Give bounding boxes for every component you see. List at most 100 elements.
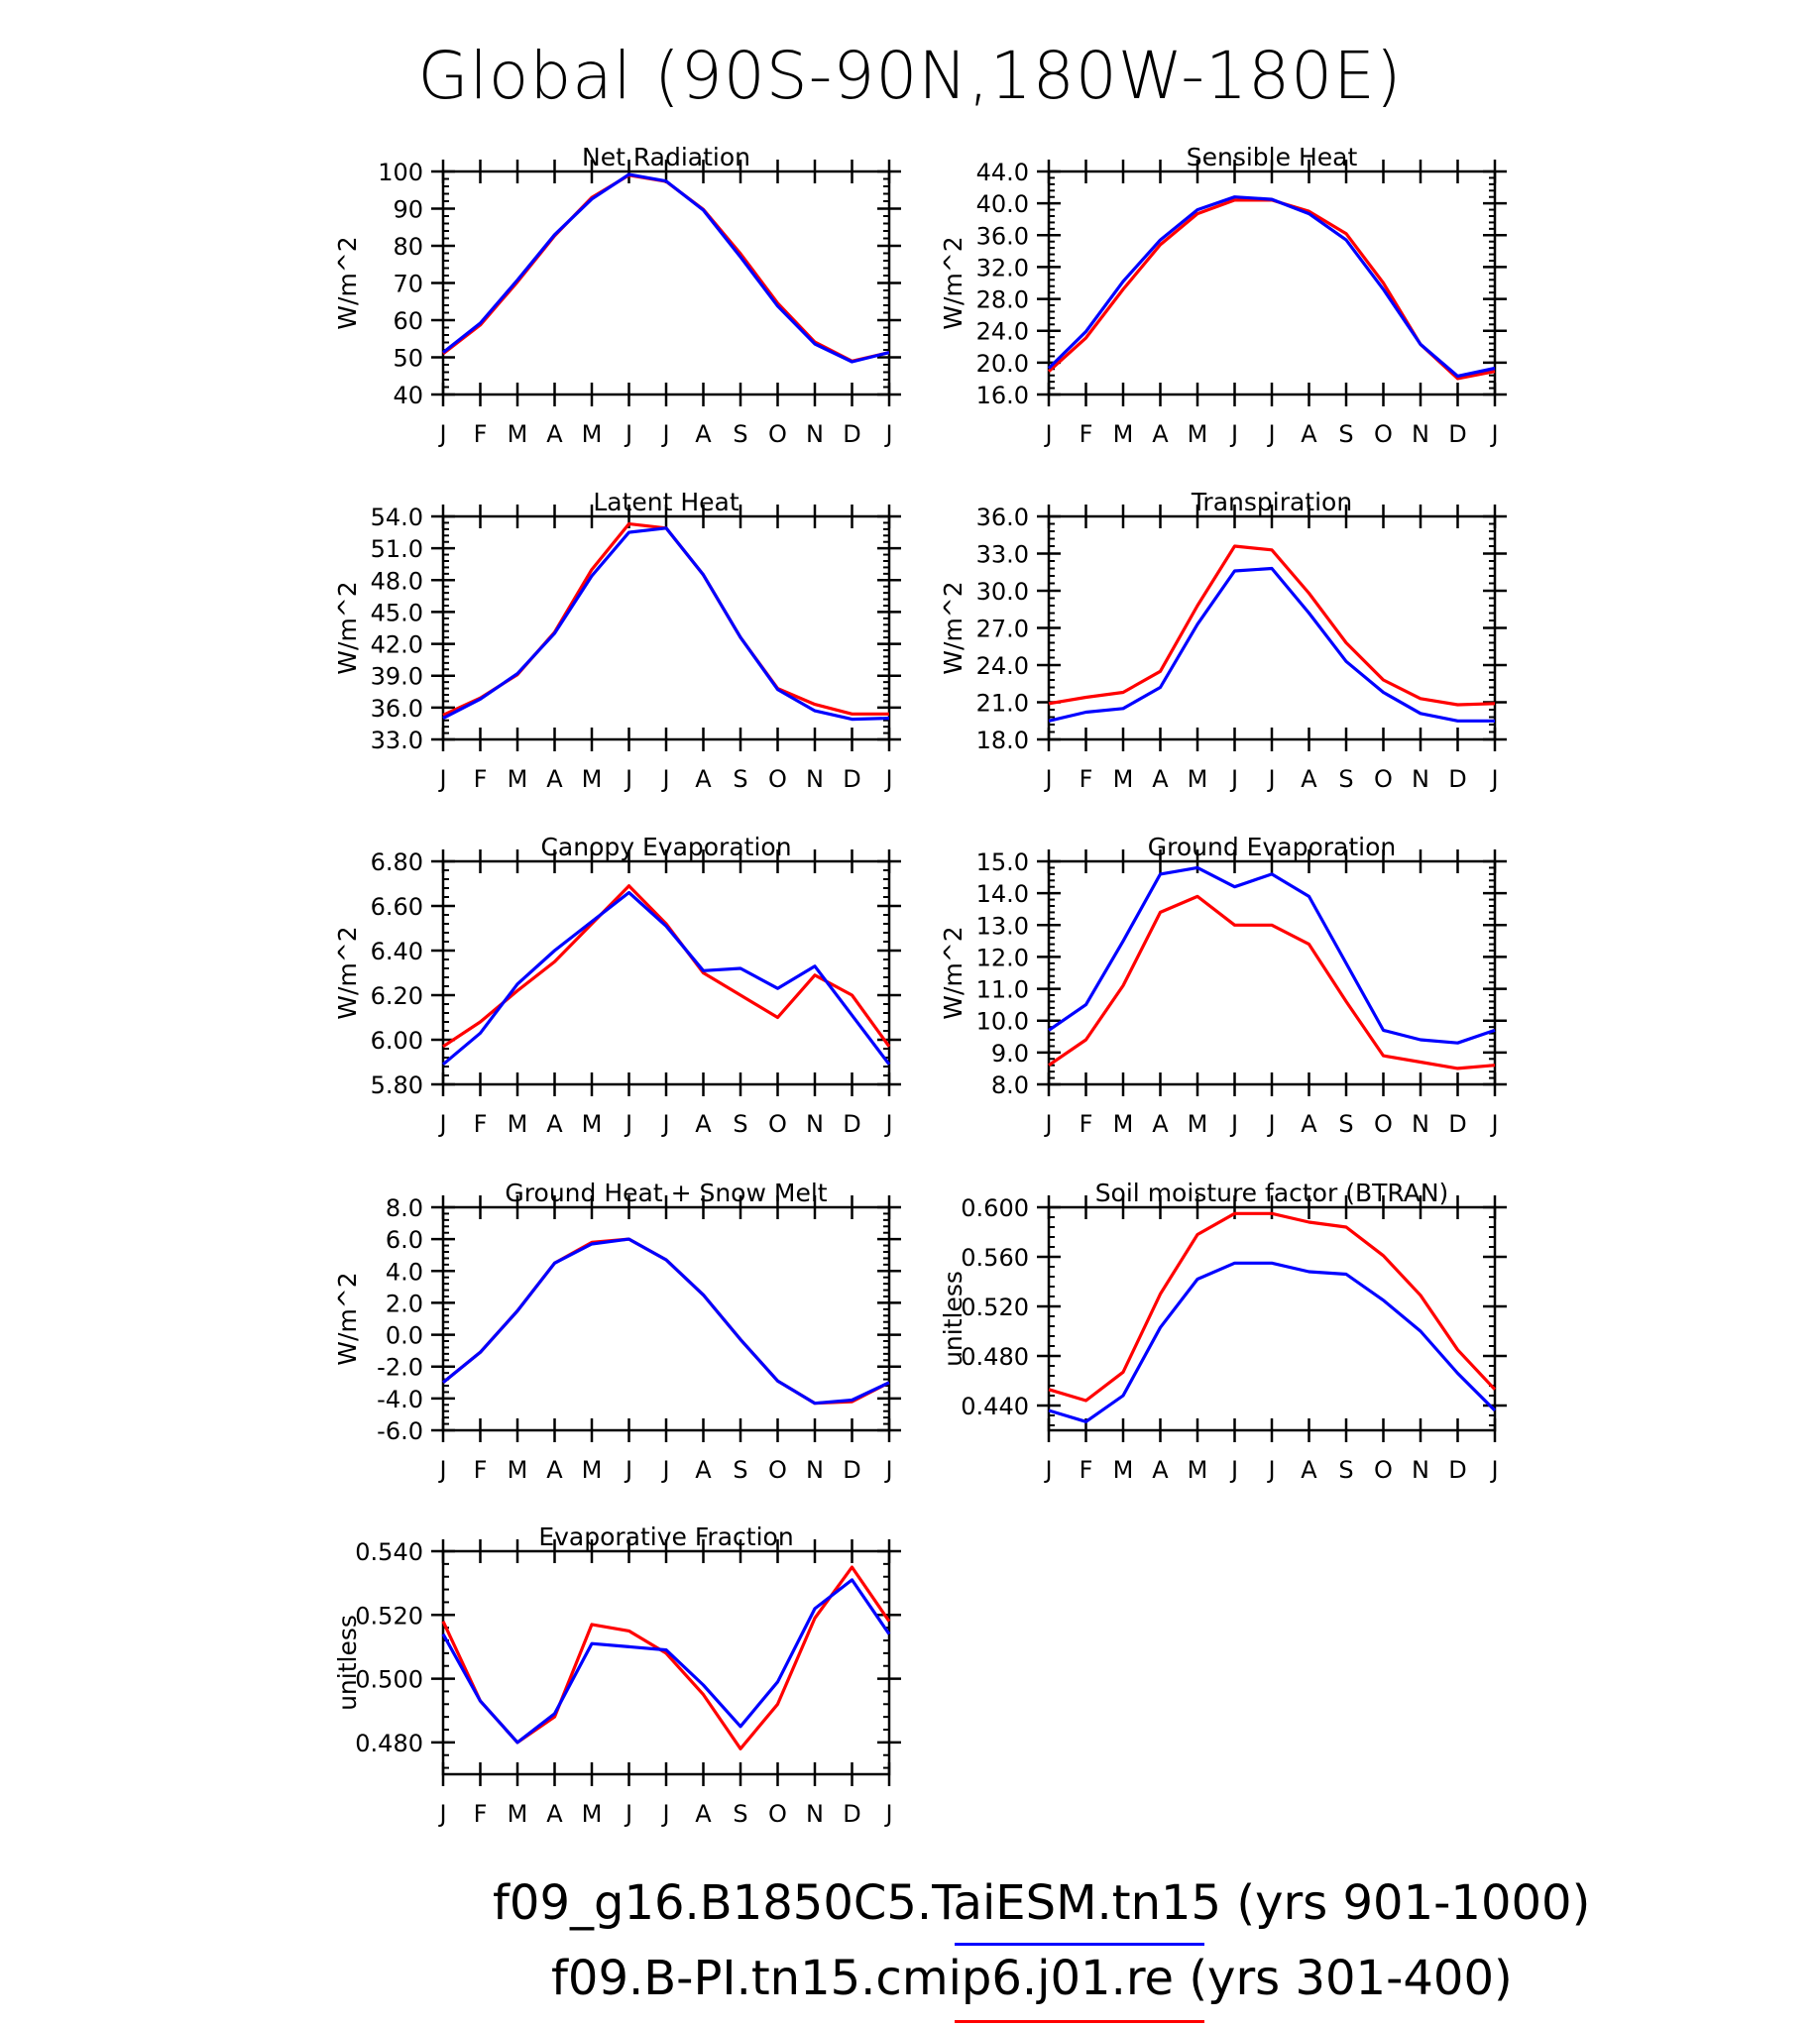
x-tick-label: J — [1266, 1110, 1275, 1138]
y-tick-label: -6.0 — [377, 1417, 423, 1445]
x-tick-label: J — [624, 765, 632, 793]
x-tick-label: M — [582, 1456, 603, 1484]
x-tick-label: J — [660, 1110, 669, 1138]
y-axis-label: W/m^2 — [939, 236, 967, 329]
x-tick-label: F — [1080, 1110, 1093, 1138]
x-tick-label: J — [1043, 420, 1052, 448]
series-line-red — [441, 1565, 891, 1750]
y-tick-label: 51.0 — [371, 535, 423, 563]
x-tick-label: J — [883, 1800, 892, 1828]
y-tick-label: 40.0 — [976, 190, 1029, 218]
panel-title: Sensible Heat — [1187, 143, 1358, 171]
legend-label-1: f09_g16.B1850C5.TaiESM.tn15 (yrs 901-100… — [493, 1875, 1591, 1931]
panel-title: Latent Heat — [593, 488, 739, 516]
y-tick-label: 33.0 — [976, 541, 1029, 569]
x-tick-label: A — [546, 1456, 563, 1484]
x-tick-label: J — [624, 1456, 632, 1484]
x-tick-label: M — [1113, 1110, 1134, 1138]
x-tick-label: J — [437, 1110, 446, 1138]
x-tick-label: N — [806, 420, 824, 448]
x-tick-label: O — [768, 765, 787, 793]
x-tick-label: J — [624, 1110, 632, 1138]
y-axis-label: W/m^2 — [333, 236, 362, 329]
x-tick-label: F — [474, 1456, 488, 1484]
x-tick-label: A — [1152, 1110, 1169, 1138]
x-tick-label: D — [1448, 765, 1466, 793]
x-tick-label: J — [883, 1456, 892, 1484]
y-tick-label: 12.0 — [976, 944, 1029, 971]
series-line-red — [442, 173, 890, 363]
x-tick-label: S — [733, 765, 747, 793]
x-tick-label: S — [733, 1110, 747, 1138]
x-tick-label: N — [806, 765, 824, 793]
plot-frame — [441, 1205, 891, 1432]
y-tick-label: 14.0 — [976, 880, 1029, 908]
x-tick-label: S — [733, 1456, 747, 1484]
x-tick-label: S — [1338, 420, 1353, 448]
x-tick-label: A — [695, 1456, 712, 1484]
x-tick-label: D — [1448, 1456, 1466, 1484]
panel-title: Net Radiation — [582, 143, 750, 171]
y-tick-label: 60 — [393, 307, 423, 335]
series-line-blue — [1048, 1261, 1497, 1423]
y-tick-label: 0.600 — [961, 1194, 1029, 1222]
y-tick-label: 8.0 — [991, 1071, 1029, 1099]
x-tick-label: M — [1188, 1110, 1208, 1138]
x-tick-label: J — [1043, 1456, 1052, 1484]
x-tick-label: M — [1188, 420, 1208, 448]
series-line-blue — [442, 172, 890, 364]
x-tick-label: O — [768, 420, 787, 448]
x-tick-label: J — [883, 420, 892, 448]
chart-panel-7: -6.0-4.0-2.00.02.04.06.08.0J F M A M J J A S O N D J… — [333, 1179, 901, 1484]
series-line-blue — [1048, 865, 1496, 1045]
y-tick-label: 6.00 — [371, 1027, 423, 1055]
x-tick-label: M — [1113, 765, 1134, 793]
x-tick-label: F — [1080, 1456, 1093, 1484]
x-tick-label: J — [660, 420, 669, 448]
y-axis-label: W/m^2 — [333, 581, 362, 674]
x-tick-label: J — [437, 1456, 446, 1484]
x-tick-label: M — [508, 1800, 528, 1828]
y-axis-label: W/m^2 — [333, 1272, 362, 1365]
x-tick-label: F — [474, 1800, 488, 1828]
x-tick-label: J — [1489, 420, 1498, 448]
x-tick-label: J — [1489, 1110, 1498, 1138]
y-tick-label: 24.0 — [976, 652, 1029, 680]
y-tick-label: 0.480 — [961, 1343, 1029, 1371]
y-tick-label: -4.0 — [377, 1386, 423, 1413]
x-tick-label: J — [660, 1456, 669, 1484]
x-tick-label: M — [1113, 1456, 1134, 1484]
panel-title: Evaporative Fraction — [538, 1522, 793, 1551]
y-axis-label: W/m^2 — [939, 581, 967, 674]
y-tick-label: 0.500 — [355, 1666, 423, 1694]
series-line-red — [442, 884, 891, 1049]
y-tick-label: 8.0 — [386, 1194, 423, 1222]
chart-panel-6: 8.09.010.011.012.013.014.015.0J F M A M J J A S O… — [939, 833, 1507, 1138]
x-tick-label: S — [1338, 1110, 1353, 1138]
y-tick-label: 33.0 — [371, 727, 423, 754]
x-tick-label: A — [546, 420, 563, 448]
x-tick-label: M — [508, 420, 528, 448]
y-tick-label: 6.0 — [386, 1226, 423, 1254]
chart-panel-4: 18.021.024.027.030.033.036.0J F M A M J J A S O N D… — [939, 488, 1507, 793]
y-tick-label: 42.0 — [371, 631, 423, 659]
y-tick-label: 80 — [393, 233, 423, 261]
x-tick-label: A — [546, 1800, 563, 1828]
plot-frame — [1047, 859, 1497, 1086]
x-tick-label: J — [624, 1800, 632, 1828]
panel-title: Canopy Evaporation — [540, 833, 791, 861]
plot-frame — [1047, 169, 1497, 396]
series-line-red — [1048, 544, 1496, 707]
x-tick-label: O — [768, 1110, 787, 1138]
x-tick-label: O — [768, 1800, 787, 1828]
x-tick-label: F — [1080, 765, 1093, 793]
y-tick-label: 27.0 — [976, 616, 1029, 643]
y-tick-label: 6.80 — [371, 848, 423, 876]
x-tick-label: O — [1374, 1110, 1393, 1138]
x-tick-label: J — [660, 1800, 669, 1828]
x-tick-label: J — [1489, 1456, 1498, 1484]
x-tick-label: J — [660, 765, 669, 793]
y-axis-label: unitless — [939, 1271, 967, 1367]
x-tick-label: J — [1266, 420, 1275, 448]
y-tick-label: 54.0 — [371, 504, 423, 531]
